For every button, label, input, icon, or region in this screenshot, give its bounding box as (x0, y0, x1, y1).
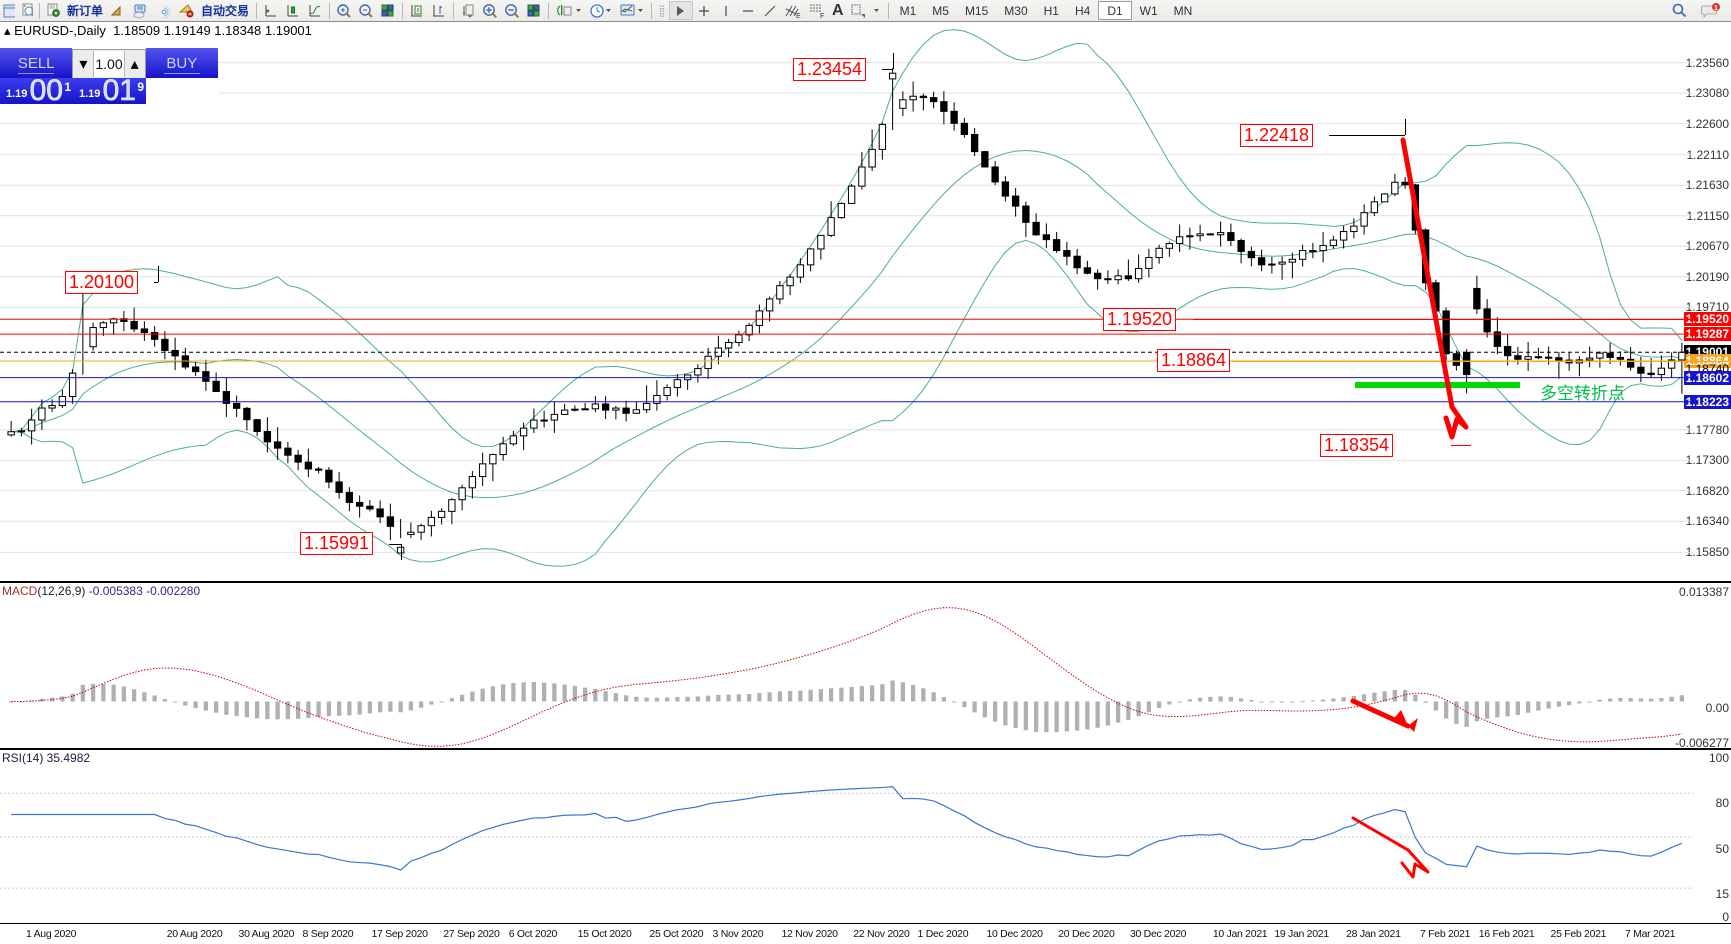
svg-text:1: 1 (1714, 5, 1718, 12)
svg-text:F: F (820, 13, 824, 19)
svg-text:E: E (796, 13, 801, 19)
